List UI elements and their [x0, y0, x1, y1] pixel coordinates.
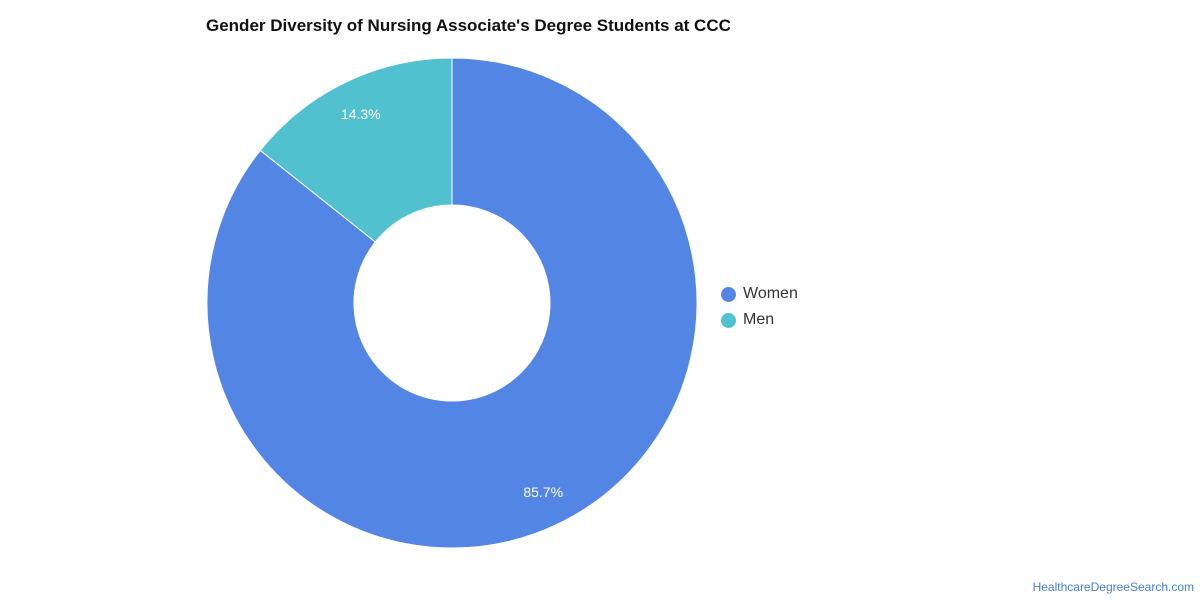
- source-credit[interactable]: HealthcareDegreeSearch.com: [1032, 580, 1194, 594]
- slice-label-men: 14.3%: [341, 106, 381, 122]
- legend-item-women[interactable]: Women: [721, 281, 798, 307]
- chart-title: Gender Diversity of Nursing Associate's …: [206, 16, 731, 35]
- legend-item-men[interactable]: Men: [721, 307, 798, 333]
- slice-women[interactable]: [206, 57, 698, 549]
- chart-legend: Women Men: [721, 281, 798, 333]
- slice-label-women: 85.7%: [523, 484, 563, 500]
- legend-label: Women: [743, 285, 798, 302]
- slice-men[interactable]: [259, 57, 453, 243]
- legend-swatch-icon: [721, 312, 736, 328]
- legend-swatch-icon: [721, 286, 736, 302]
- legend-label: Men: [743, 311, 775, 328]
